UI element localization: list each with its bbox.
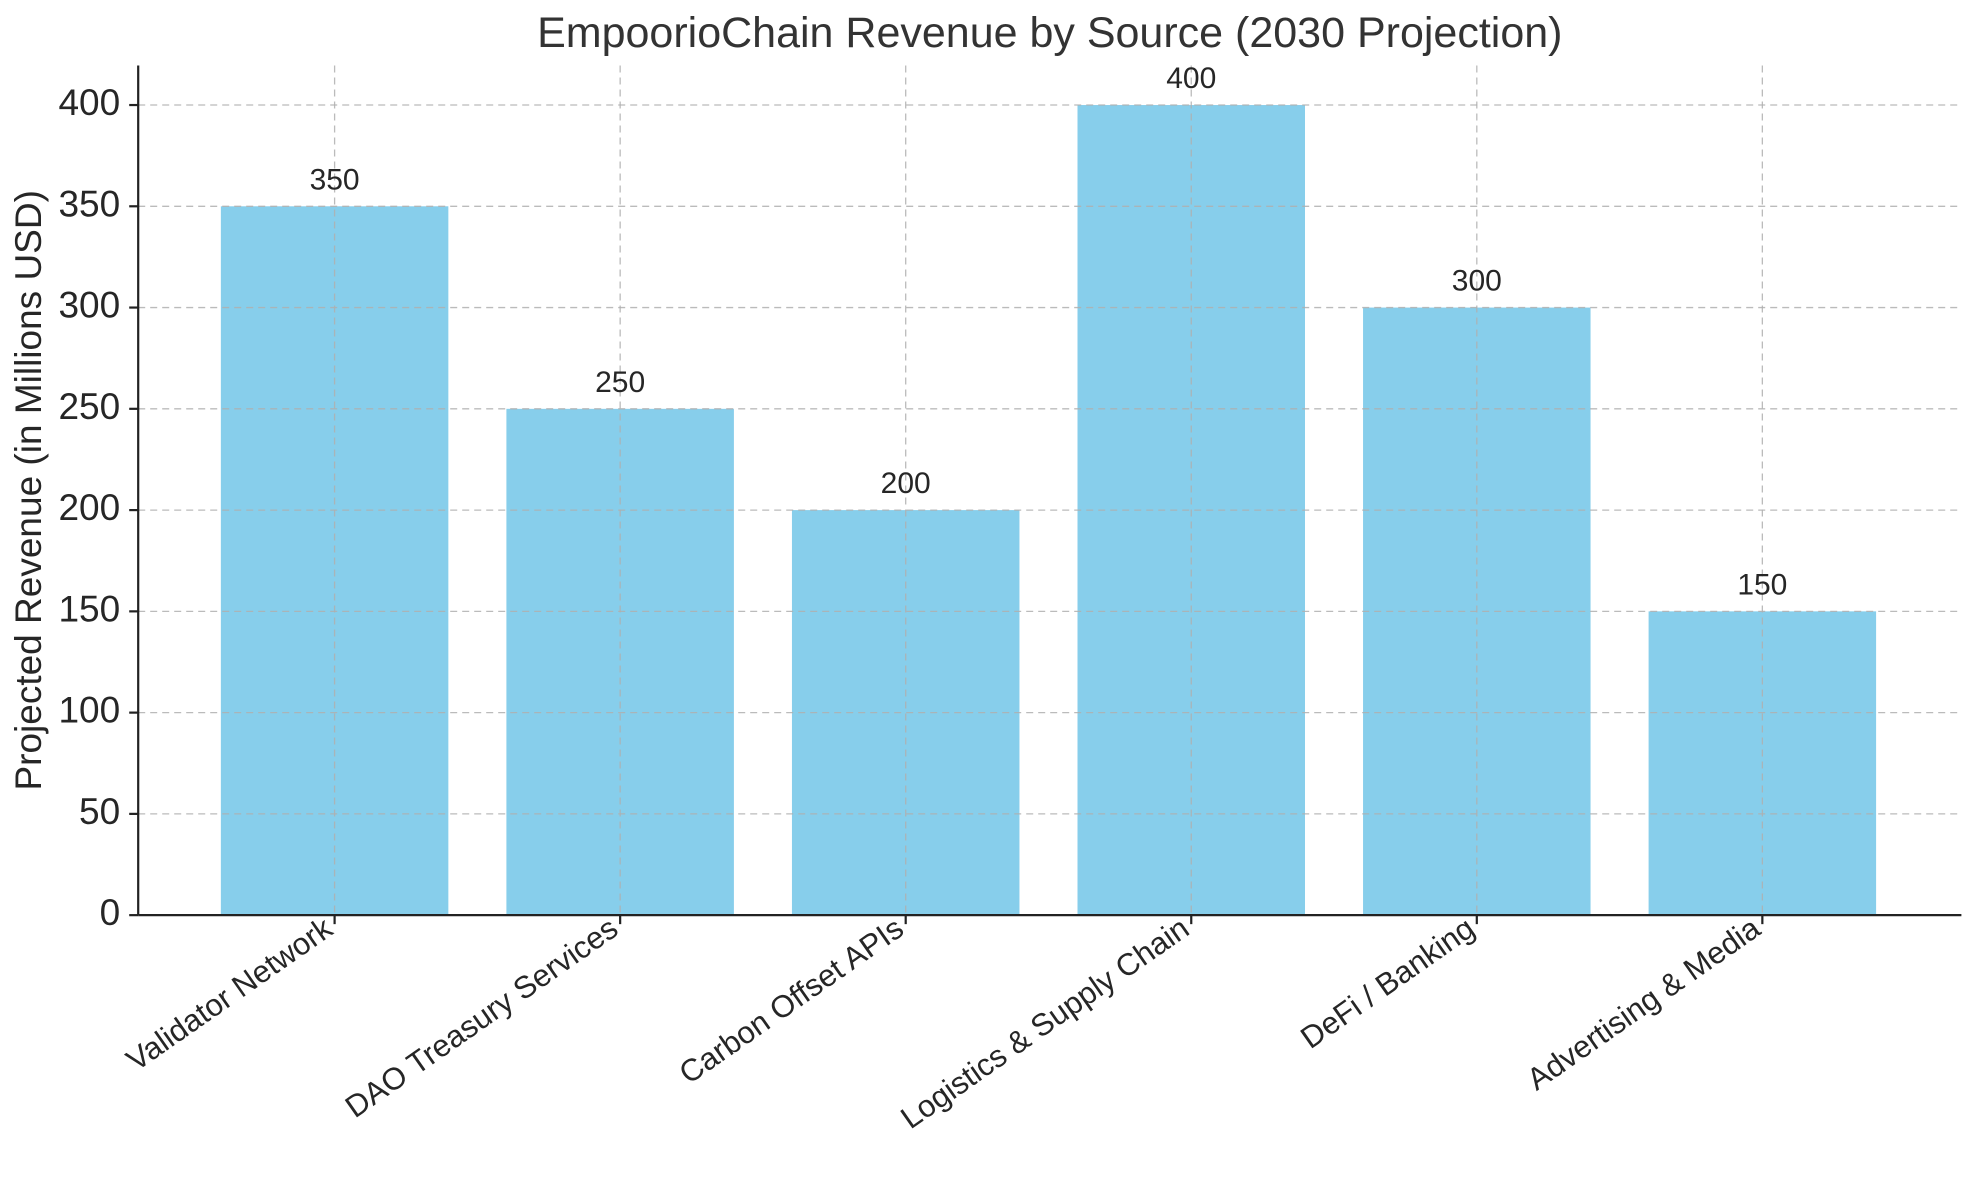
svg-text:200: 200: [58, 487, 120, 528]
svg-text:EmpoorioChain Revenue by Sourc: EmpoorioChain Revenue by Source (2030 Pr…: [537, 9, 1562, 57]
svg-text:300: 300: [58, 285, 120, 326]
svg-text:200: 200: [881, 467, 931, 500]
svg-text:350: 350: [58, 183, 120, 224]
svg-text:300: 300: [1452, 265, 1502, 298]
svg-text:100: 100: [58, 690, 120, 731]
svg-text:400: 400: [1166, 62, 1216, 95]
svg-text:150: 150: [1737, 568, 1787, 601]
svg-text:0: 0: [100, 892, 121, 933]
svg-text:250: 250: [595, 366, 645, 399]
svg-text:Projected Revenue (in Millions: Projected Revenue (in Millions USD): [8, 190, 49, 790]
svg-text:400: 400: [58, 82, 120, 123]
svg-text:350: 350: [310, 163, 360, 196]
svg-text:250: 250: [58, 386, 120, 427]
svg-text:150: 150: [58, 588, 120, 629]
svg-text:50: 50: [79, 791, 120, 832]
